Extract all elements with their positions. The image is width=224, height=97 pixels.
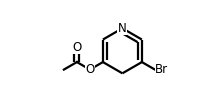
Text: Br: Br [155, 63, 168, 76]
Text: O: O [85, 63, 95, 76]
Text: O: O [72, 41, 82, 54]
Text: N: N [118, 22, 127, 35]
